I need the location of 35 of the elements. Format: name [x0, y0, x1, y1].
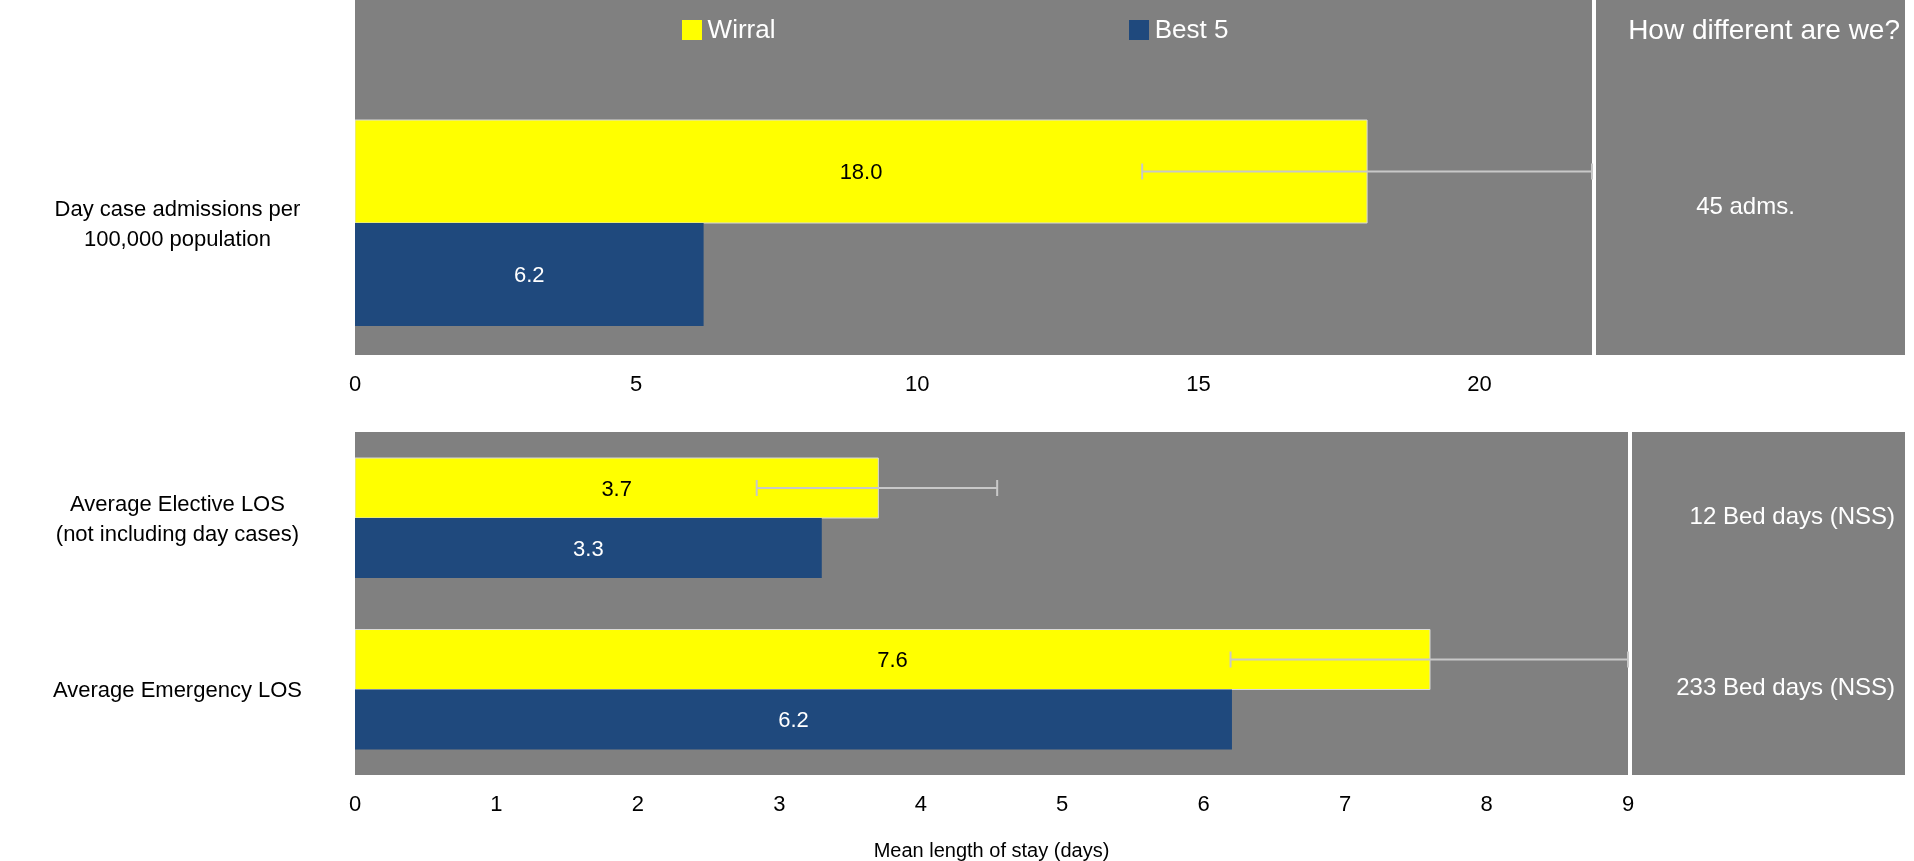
data-label: 3.7	[601, 475, 632, 501]
text: How different are we?	[1628, 14, 1900, 46]
data-label: 18.0	[839, 159, 883, 185]
x-tick-label: 20	[1467, 370, 1492, 396]
x-tick-label: 4	[914, 790, 927, 816]
x-tick-label: 1	[490, 790, 503, 816]
x-tick-label: 0	[348, 370, 362, 396]
legend-label: Wirral	[706, 14, 776, 45]
text: 12 Bed days (NSS)	[1688, 501, 1895, 530]
data-label: 7.6	[877, 647, 908, 673]
bar	[355, 689, 1232, 750]
x-tick-label: 7	[1338, 790, 1352, 816]
y-tick-label: Day case admissions per 100,000 population	[54, 196, 301, 251]
x-tick-label: 0	[348, 790, 362, 816]
bar	[355, 457, 879, 519]
x-tick-label: 15	[1186, 370, 1211, 396]
x-tick-label: 6	[1197, 790, 1210, 816]
y-tick-label: Average Elective LOS (not including day cases)	[55, 490, 300, 546]
x-tick-label: 10	[905, 370, 930, 396]
text: 45 adms.	[1695, 191, 1796, 220]
x-tick-label: 8	[1480, 790, 1493, 816]
text: 233 Bed days (NSS)	[1675, 673, 1895, 702]
x-tick-label: 9	[1621, 790, 1635, 816]
bar	[355, 518, 822, 578]
x-tick-label: 2	[631, 790, 645, 816]
data-label: 6.2	[514, 262, 545, 288]
x-axis-title: Mean length of stay (days)	[873, 839, 1110, 861]
x-tick-label: 3	[773, 790, 786, 816]
y-tick-label: Average Emergency LOS	[52, 677, 303, 703]
x-tick-label: 5	[1056, 790, 1069, 816]
x-tick-label: 5	[630, 370, 643, 396]
legend-label: Best 5	[1153, 14, 1229, 45]
bar	[355, 629, 1431, 690]
data-label: 6.2	[778, 707, 809, 733]
data-label: 3.3	[573, 535, 604, 561]
